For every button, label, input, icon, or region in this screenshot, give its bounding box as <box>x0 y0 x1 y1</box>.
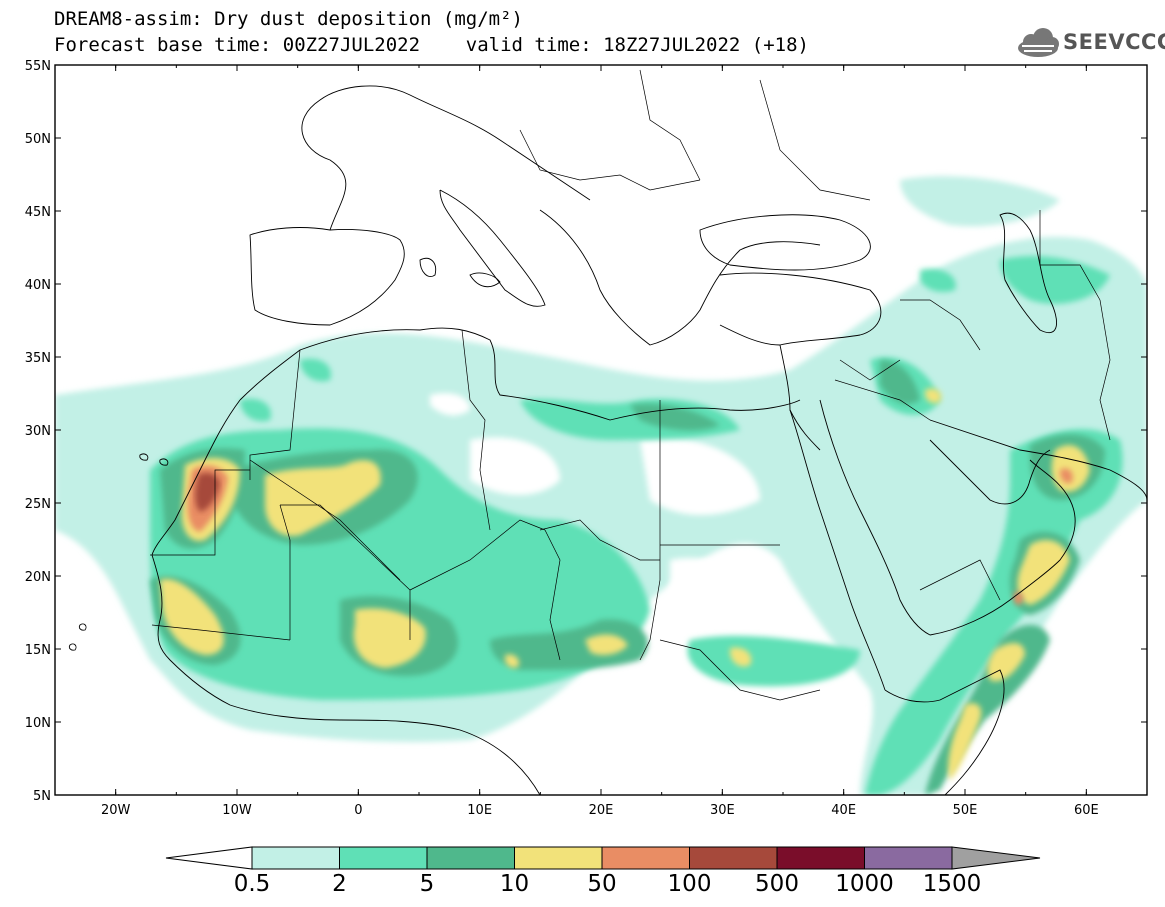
colorbar-label: 50 <box>587 871 616 897</box>
dust-field <box>55 176 1147 795</box>
lat-tick-label: 35N <box>25 351 51 366</box>
lat-tick-label: 15N <box>25 643 51 658</box>
colorbar-label: 1000 <box>835 871 894 897</box>
lat-tick-label: 50N <box>25 132 51 147</box>
colorbar-max-arrow <box>951 846 1041 870</box>
lon-tick-label: 0 <box>354 803 362 818</box>
lat-tick-label: 5N <box>33 789 51 804</box>
lon-tick-label: 20W <box>101 803 131 818</box>
colorbar-min-arrow <box>165 846 253 870</box>
colorbar-swatch <box>864 846 953 870</box>
lon-tick-label: 30E <box>710 803 735 818</box>
colorbar-label: 10 <box>500 871 529 897</box>
colorbar-swatch <box>426 846 515 870</box>
lat-tick-label: 55N <box>25 59 51 74</box>
lat-tick-label: 25N <box>25 497 51 512</box>
coastlines <box>68 85 1147 795</box>
colorbar: 0.5 2 5 10 50 100 500 1000 1500 <box>165 846 1041 897</box>
colorbar-label: 2 <box>332 871 347 897</box>
lat-tick-label: 20N <box>25 570 51 585</box>
lon-tick-label: 50E <box>953 803 978 818</box>
colorbar-swatch <box>514 846 603 870</box>
lon-tick-label: 40E <box>831 803 856 818</box>
country-borders <box>150 69 1111 701</box>
colorbar-swatch <box>339 846 428 870</box>
lon-tick-label: 10E <box>467 803 492 818</box>
lat-tick-label: 30N <box>25 424 51 439</box>
lat-tick-label: 45N <box>25 205 51 220</box>
colorbar-swatch <box>251 846 340 870</box>
forecast-time-line: Forecast base time: 00Z27JUL2022 valid t… <box>54 34 809 56</box>
lat-tick-label: 40N <box>25 278 51 293</box>
colorbar-swatch <box>601 846 690 870</box>
colorbar-swatch <box>689 846 778 870</box>
lon-tick-label: 60E <box>1074 803 1099 818</box>
cloud-icon <box>1018 28 1059 57</box>
colorbar-label: 5 <box>420 871 435 897</box>
lon-tick-label: 10W <box>222 803 252 818</box>
logo-text: SEEVCCC <box>1063 30 1165 54</box>
colorbar-label: 100 <box>668 871 712 897</box>
lat-tick-label: 10N <box>25 716 51 731</box>
latitude-axis: 55N 50N 45N 40N 35N 30N 25N 20N 15N 10N 5N <box>25 59 1147 804</box>
colorbar-label: 0.5 <box>234 871 271 897</box>
colorbar-label: 500 <box>755 871 799 897</box>
colorbar-swatch <box>776 846 865 870</box>
colorbar-label: 1500 <box>923 871 982 897</box>
map-title: DREAM8-assim: Dry dust deposition (mg/m²… <box>54 8 523 30</box>
lon-tick-label: 20E <box>589 803 614 818</box>
